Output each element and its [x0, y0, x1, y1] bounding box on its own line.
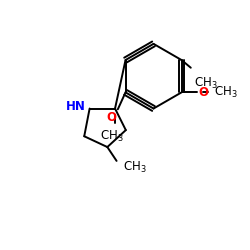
Text: CH$_3$: CH$_3$	[214, 85, 238, 100]
Text: HN: HN	[66, 100, 86, 114]
Text: CH$_3$: CH$_3$	[100, 129, 124, 144]
Text: O: O	[198, 86, 208, 99]
Text: O: O	[106, 111, 116, 124]
Text: CH$_3$: CH$_3$	[123, 160, 146, 174]
Text: CH$_3$: CH$_3$	[194, 76, 218, 90]
